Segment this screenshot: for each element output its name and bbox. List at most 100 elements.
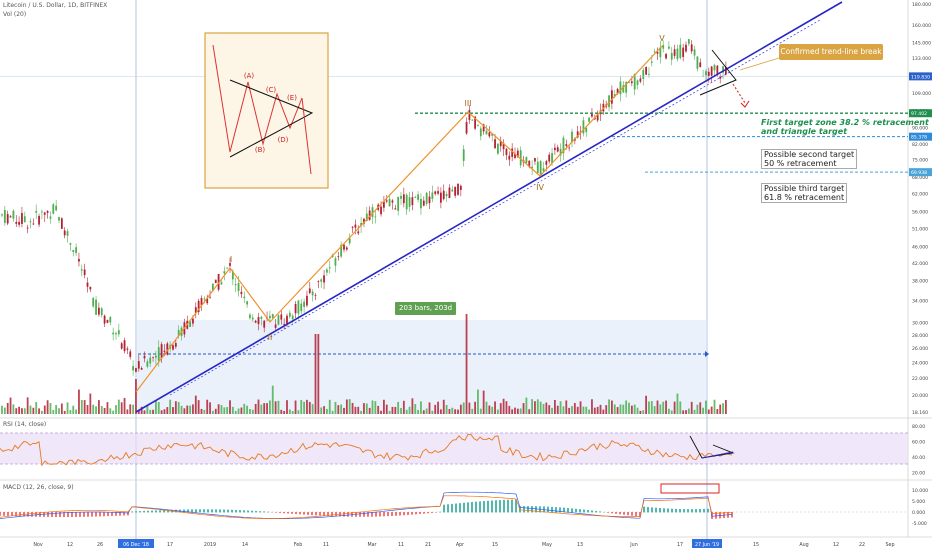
macd-histogram-bar xyxy=(191,509,193,512)
target3-line1: Possible third target xyxy=(764,184,844,193)
macd-histogram-bar xyxy=(299,512,301,514)
candle-body xyxy=(252,318,254,320)
candle-body xyxy=(52,204,54,214)
macd-histogram-bar xyxy=(311,512,313,515)
candle-body xyxy=(13,211,15,219)
macd-histogram-bar xyxy=(551,507,553,513)
rsi-tick: 80.00 xyxy=(912,424,925,430)
price-tick: 145.000 xyxy=(912,40,931,46)
price-tick: 51.000 xyxy=(912,226,928,232)
candle-body xyxy=(255,321,257,323)
macd-histogram-bar xyxy=(671,509,673,513)
macd-histogram-bar xyxy=(663,508,665,512)
macd-histogram-bar xyxy=(195,509,197,512)
macd-histogram-bar xyxy=(147,511,149,513)
macd-histogram-bar xyxy=(647,507,649,512)
range-label-text: 203 bars, 203d xyxy=(399,304,452,312)
macd-histogram-bar xyxy=(567,508,569,512)
target1-label[interactable]: First target zone 38.2 % retracement and… xyxy=(761,118,929,136)
volume-bar xyxy=(437,402,439,414)
volume-bar xyxy=(366,403,368,414)
candle-body xyxy=(306,296,308,306)
price-tick: 22.000 xyxy=(912,376,928,382)
volume-bar xyxy=(699,402,701,414)
volume-bar xyxy=(50,403,52,414)
volume-bar xyxy=(266,403,268,414)
volume-bar xyxy=(531,399,533,414)
time-tick: Sep xyxy=(885,542,894,548)
target3-label[interactable]: Possible third target 61.8 % retracement xyxy=(761,183,847,203)
candle-body xyxy=(92,298,94,306)
volume-bar xyxy=(469,403,471,414)
volume-bar xyxy=(13,404,15,414)
volume-bar xyxy=(697,405,699,414)
candle-body xyxy=(451,190,453,192)
candle-body xyxy=(75,247,77,253)
volume-bar xyxy=(95,406,97,414)
time-tick: Nov xyxy=(33,542,43,548)
candle-body xyxy=(406,195,408,210)
candle-body xyxy=(312,292,314,296)
volume-bar xyxy=(87,405,89,414)
candle-body xyxy=(651,62,653,63)
macd-histogram-bar xyxy=(499,500,501,512)
candle-body xyxy=(671,53,673,60)
macd-histogram-bar xyxy=(279,512,281,513)
volume-bar xyxy=(631,406,633,414)
price-tick: 109.000 xyxy=(912,91,931,97)
volume-bar xyxy=(514,408,516,414)
candle-body xyxy=(679,45,681,58)
volume-bar xyxy=(115,405,117,414)
volume-bar xyxy=(659,404,661,414)
volume-bar xyxy=(637,408,639,414)
volume-bar xyxy=(104,408,106,414)
volume-bar xyxy=(35,402,37,414)
volume-bar xyxy=(602,410,604,414)
volume-bar xyxy=(577,407,579,414)
candle-body xyxy=(280,314,282,319)
volume-bar xyxy=(346,399,348,414)
candle-body xyxy=(141,368,143,370)
trend-break-callout[interactable]: Confirmed trend-line break xyxy=(779,44,883,60)
macd-histogram-bar xyxy=(631,512,633,516)
volume-bar xyxy=(27,397,29,414)
volume-bar xyxy=(18,407,20,414)
macd-histogram-bar xyxy=(467,502,469,512)
candle-body xyxy=(223,271,225,273)
candle-body xyxy=(414,197,416,198)
volume-bar xyxy=(622,405,624,414)
volume-bar xyxy=(651,401,653,414)
target2-label[interactable]: Possible second target 50 % retracement xyxy=(761,149,857,169)
price-tick: 62.000 xyxy=(912,192,928,198)
candle-body xyxy=(243,297,245,298)
range-label[interactable]: 203 bars, 203d xyxy=(395,302,456,315)
volume-bar xyxy=(543,404,545,414)
candle-body xyxy=(431,193,433,199)
candle-body xyxy=(466,122,468,133)
volume-bar xyxy=(534,401,536,414)
volume-bar xyxy=(303,402,305,414)
macd-histogram-bar xyxy=(555,507,557,512)
volume-bar xyxy=(471,409,473,414)
macd-histogram-bar xyxy=(455,504,457,513)
volume-bar xyxy=(568,408,570,414)
macd-histogram-bar xyxy=(491,501,493,513)
macd-histogram-bar xyxy=(223,510,225,513)
candle-body xyxy=(241,292,243,294)
volume-bar xyxy=(694,410,696,414)
price-badge-text: 97.402 xyxy=(911,111,927,117)
volume-bar xyxy=(178,402,180,414)
candle-body xyxy=(691,44,693,51)
candle-body xyxy=(326,269,328,272)
macd-histogram-bar xyxy=(523,506,525,512)
macd-legend: MACD (12, 26, close, 9) xyxy=(3,484,74,491)
volume-bar xyxy=(181,406,183,414)
volume-bar xyxy=(192,404,194,414)
volume-bar xyxy=(41,411,43,414)
candle-body xyxy=(275,325,277,328)
volume-bar xyxy=(523,403,525,414)
volume-bar xyxy=(298,410,300,414)
